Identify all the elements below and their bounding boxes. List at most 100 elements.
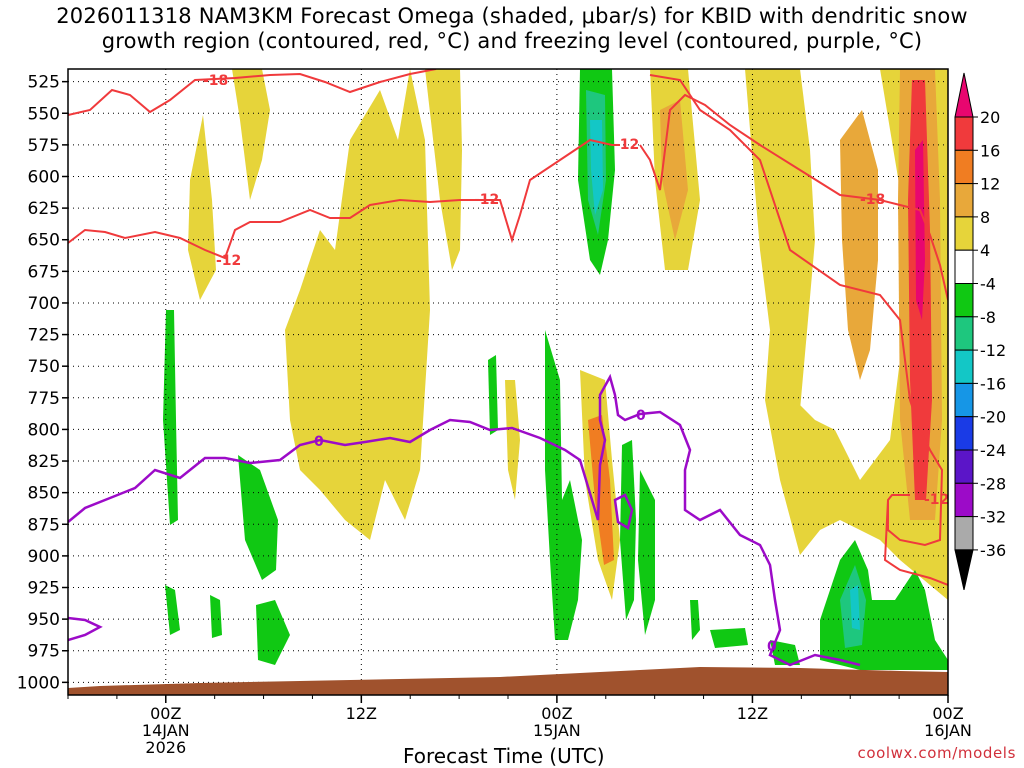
omega-area-orange xyxy=(840,110,878,380)
y-tick-label: 1000 xyxy=(17,673,60,693)
contour-label: -12 xyxy=(474,192,499,208)
y-tick-label: 800 xyxy=(28,420,60,440)
colorbar-tick-label: 8 xyxy=(980,208,990,227)
title-line-1: 2026011318 NAM3KM Forecast Omega (shaded… xyxy=(56,4,968,28)
x-tick-label: 00Z xyxy=(932,704,963,723)
x-tick-label: 2026 xyxy=(145,738,186,757)
contour-label: 0 xyxy=(767,639,777,655)
omega-area-green xyxy=(163,310,178,525)
y-tick-label: 925 xyxy=(28,579,60,599)
title-line-2: growth region (contoured, red, °C) and f… xyxy=(101,29,923,53)
freezing-level-loop xyxy=(613,493,634,530)
y-tick-label: 875 xyxy=(28,515,60,535)
omega-area-green xyxy=(710,628,748,648)
colorbar: 20 16 12 8 4 -4 -8 -12 -16 -20 -24 -28 -32 -36 xyxy=(954,72,1006,591)
snow-growth-contour--12-lower xyxy=(639,93,948,301)
omega-area-green xyxy=(545,330,582,640)
y-tick-label: 750 xyxy=(28,357,60,377)
chart-title: 2026011318 NAM3KM Forecast Omega (shaded… xyxy=(0,4,1024,54)
y-tick-label: 850 xyxy=(28,484,60,504)
contour-label: 0 xyxy=(636,408,646,424)
y-tick-label: 725 xyxy=(28,326,60,346)
y-tick-label: 825 xyxy=(28,452,60,472)
omega-area-magenta xyxy=(915,140,925,320)
omega-area-orange xyxy=(588,415,614,565)
omega-area-green xyxy=(165,585,180,635)
colorbar-segment xyxy=(954,516,974,551)
contour-label: -18 xyxy=(860,192,885,208)
colorbar-segment xyxy=(954,449,974,484)
y-tick-label: 675 xyxy=(28,262,60,282)
omega-area-green xyxy=(238,455,278,580)
x-axis-label: Forecast Time (UTC) xyxy=(403,744,605,768)
snow-growth-contour--18-right xyxy=(649,74,944,547)
y-tick-label: 700 xyxy=(28,294,60,314)
contour-label: -12 xyxy=(614,137,639,153)
colorbar-tick-label: 12 xyxy=(980,175,1000,194)
colorbar-tick-label: -32 xyxy=(980,508,1006,527)
colorbar-tick-label: -12 xyxy=(980,341,1006,360)
y-tick-label: 600 xyxy=(28,167,60,187)
contour-label: -12 xyxy=(924,492,949,508)
colorbar-bottom-arrow xyxy=(954,549,974,591)
omega-area-yellow xyxy=(188,115,216,300)
colorbar-segment xyxy=(954,149,974,185)
colorbar-segment xyxy=(954,116,974,151)
snow-growth-contour-lower-right xyxy=(883,499,948,586)
x-tick-label: 12Z xyxy=(737,704,768,723)
colorbar-tick-label: -24 xyxy=(980,441,1006,460)
snow-growth-contour--18-upper xyxy=(68,69,437,116)
x-tick-label: 00Z xyxy=(150,704,181,723)
y-axis: 525 550 575 600 625 650 675 700 725 750 775 800 825 8… xyxy=(17,73,68,693)
y-tick-label: 525 xyxy=(28,73,60,93)
x-tick-label: 12Z xyxy=(346,704,377,723)
colorbar-segment xyxy=(954,249,974,284)
y-tick-label: 575 xyxy=(28,136,60,156)
colorbar-segment xyxy=(954,482,974,518)
omega-area-green xyxy=(256,600,290,665)
freezing-level-left-edge xyxy=(68,616,103,642)
omega-area-yellow xyxy=(285,69,430,540)
omega-area-green xyxy=(638,470,655,635)
colorbar-tick-label: 20 xyxy=(980,108,1000,127)
y-tick-label: 975 xyxy=(28,642,60,662)
contour-label: -18 xyxy=(203,73,228,89)
terrain xyxy=(68,667,948,695)
omega-area-yellow xyxy=(505,380,520,500)
colorbar-segment xyxy=(954,416,974,451)
colorbar-tick-label: 16 xyxy=(980,141,1000,160)
omega-area-green xyxy=(620,440,636,620)
omega-area-yellow xyxy=(425,69,462,270)
contour-label: 0 xyxy=(314,434,324,450)
colorbar-segment xyxy=(954,382,974,418)
colorbar-tick-label: -36 xyxy=(980,541,1006,560)
credit-link[interactable]: coolwx.com/models xyxy=(857,744,1016,762)
x-tick-label: 16JAN xyxy=(924,721,972,740)
omega-area-yellow xyxy=(745,69,815,410)
y-tick-label: 550 xyxy=(28,104,60,124)
colorbar-tick-label: -16 xyxy=(980,374,1006,393)
y-tick-label: 950 xyxy=(28,610,60,630)
colorbar-tick-label: 4 xyxy=(980,241,990,260)
colorbar-segment xyxy=(954,283,974,318)
y-tick-label: 625 xyxy=(28,199,60,219)
y-tick-label: 900 xyxy=(28,547,60,567)
x-tick-label: 14JAN xyxy=(142,721,190,740)
colorbar-top-arrow xyxy=(954,72,974,118)
omega-area-green xyxy=(690,600,700,640)
freezing-level-contour xyxy=(68,373,861,667)
contours xyxy=(68,69,948,667)
colorbar-segment xyxy=(954,316,974,351)
omega-area-green xyxy=(210,595,222,638)
contour-label: -12 xyxy=(216,253,241,269)
colorbar-segment xyxy=(954,349,974,384)
omega-shading xyxy=(163,69,948,670)
colorbar-tick-label: -8 xyxy=(980,308,996,327)
omega-area-cyan xyxy=(590,120,603,215)
y-tick-label: 775 xyxy=(28,389,60,409)
omega-area-cyan xyxy=(850,585,860,630)
x-tick-label: 15JAN xyxy=(533,721,581,740)
y-tick-label: 650 xyxy=(28,231,60,251)
